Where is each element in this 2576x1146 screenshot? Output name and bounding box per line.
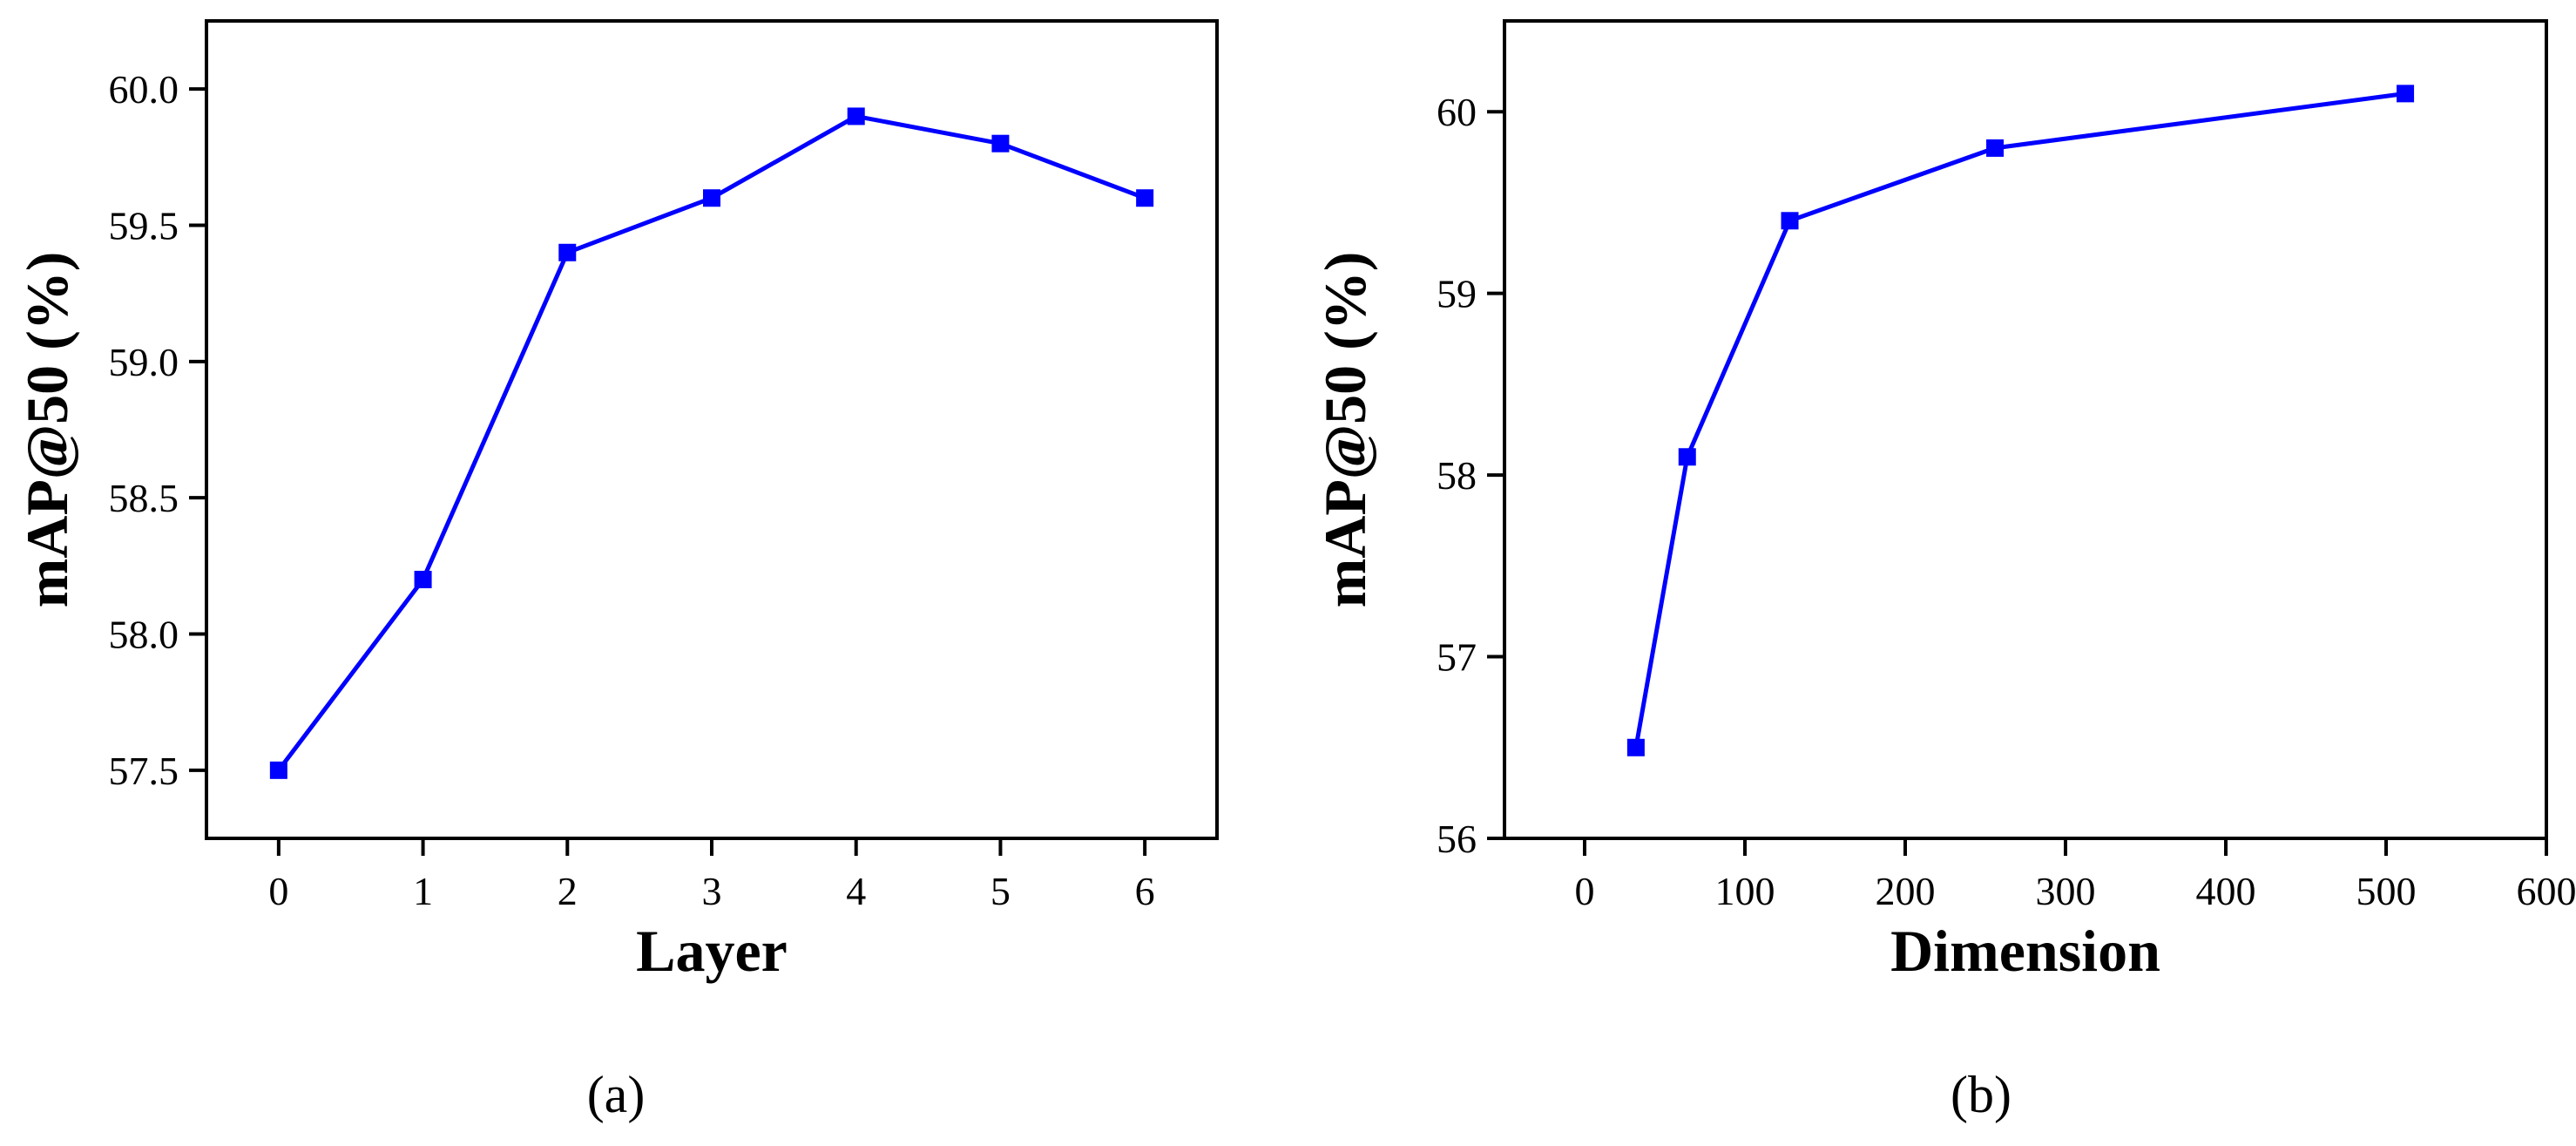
data-point <box>1781 212 1799 230</box>
x-tick-label: 100 <box>1715 869 1775 913</box>
y-tick-label: 59.5 <box>109 204 179 248</box>
x-tick-label: 1 <box>413 869 433 913</box>
x-tick-label: 4 <box>846 869 866 913</box>
x-tick-label: 3 <box>702 869 722 913</box>
x-tick-label: 500 <box>2356 869 2417 913</box>
chart-panel-right: 0 100 200 300 400 500 600 56 57 58 59 60 Dimension mA… <box>1312 19 2576 1123</box>
x-tick-label: 0 <box>1575 869 1595 913</box>
panel-label: (b) <box>1951 1066 2011 1123</box>
data-point <box>1136 189 1154 207</box>
data-point <box>1626 738 1645 756</box>
data-point <box>991 134 1010 153</box>
chart-panel-left: 0 1 2 3 4 5 6 57.5 58.0 58.5 59.0 59.5 60.0 Layer mAP@… <box>14 19 1219 1123</box>
data-point <box>703 189 720 207</box>
data-point <box>414 570 432 588</box>
data-point <box>558 243 577 261</box>
y-tick-label: 60.0 <box>109 67 179 112</box>
y-tick-label: 59.0 <box>109 340 179 384</box>
data-point <box>1986 139 2005 157</box>
y-tick-label: 60 <box>1437 90 1477 134</box>
series-line <box>276 113 1146 772</box>
data-point <box>1678 448 1696 466</box>
y-tick-label: 57.5 <box>109 749 179 793</box>
x-tick-label: 6 <box>1135 869 1155 913</box>
plot-frame <box>1503 19 2548 840</box>
x-tick-label: 300 <box>2036 869 2096 913</box>
x-tick-label: 2 <box>558 869 578 913</box>
y-tick-label: 57 <box>1437 635 1477 680</box>
data-point <box>269 761 287 779</box>
x-axis-title: Layer <box>636 918 788 984</box>
series-line <box>1633 91 2406 749</box>
y-tick-label: 59 <box>1437 272 1477 316</box>
data-point <box>847 107 865 125</box>
x-axis-title: Dimension <box>1890 918 2160 984</box>
x-tick-label: 200 <box>1876 869 1936 913</box>
y-tick-label: 58.5 <box>109 476 179 520</box>
y-tick-label: 58.0 <box>109 613 179 657</box>
plot-frame <box>205 19 1219 840</box>
x-tick-label: 0 <box>268 869 288 913</box>
data-point <box>2397 85 2415 103</box>
y-tick-label: 58 <box>1437 453 1477 498</box>
panel-label: (a) <box>587 1066 646 1123</box>
x-tick-label: 400 <box>2196 869 2256 913</box>
y-axis-title: mAP@50 (%) <box>1312 252 1378 608</box>
y-tick-label: 56 <box>1437 817 1477 861</box>
y-axis-title: mAP@50 (%) <box>14 252 80 608</box>
x-tick-label: 5 <box>991 869 1011 913</box>
x-tick-label: 600 <box>2517 869 2576 913</box>
